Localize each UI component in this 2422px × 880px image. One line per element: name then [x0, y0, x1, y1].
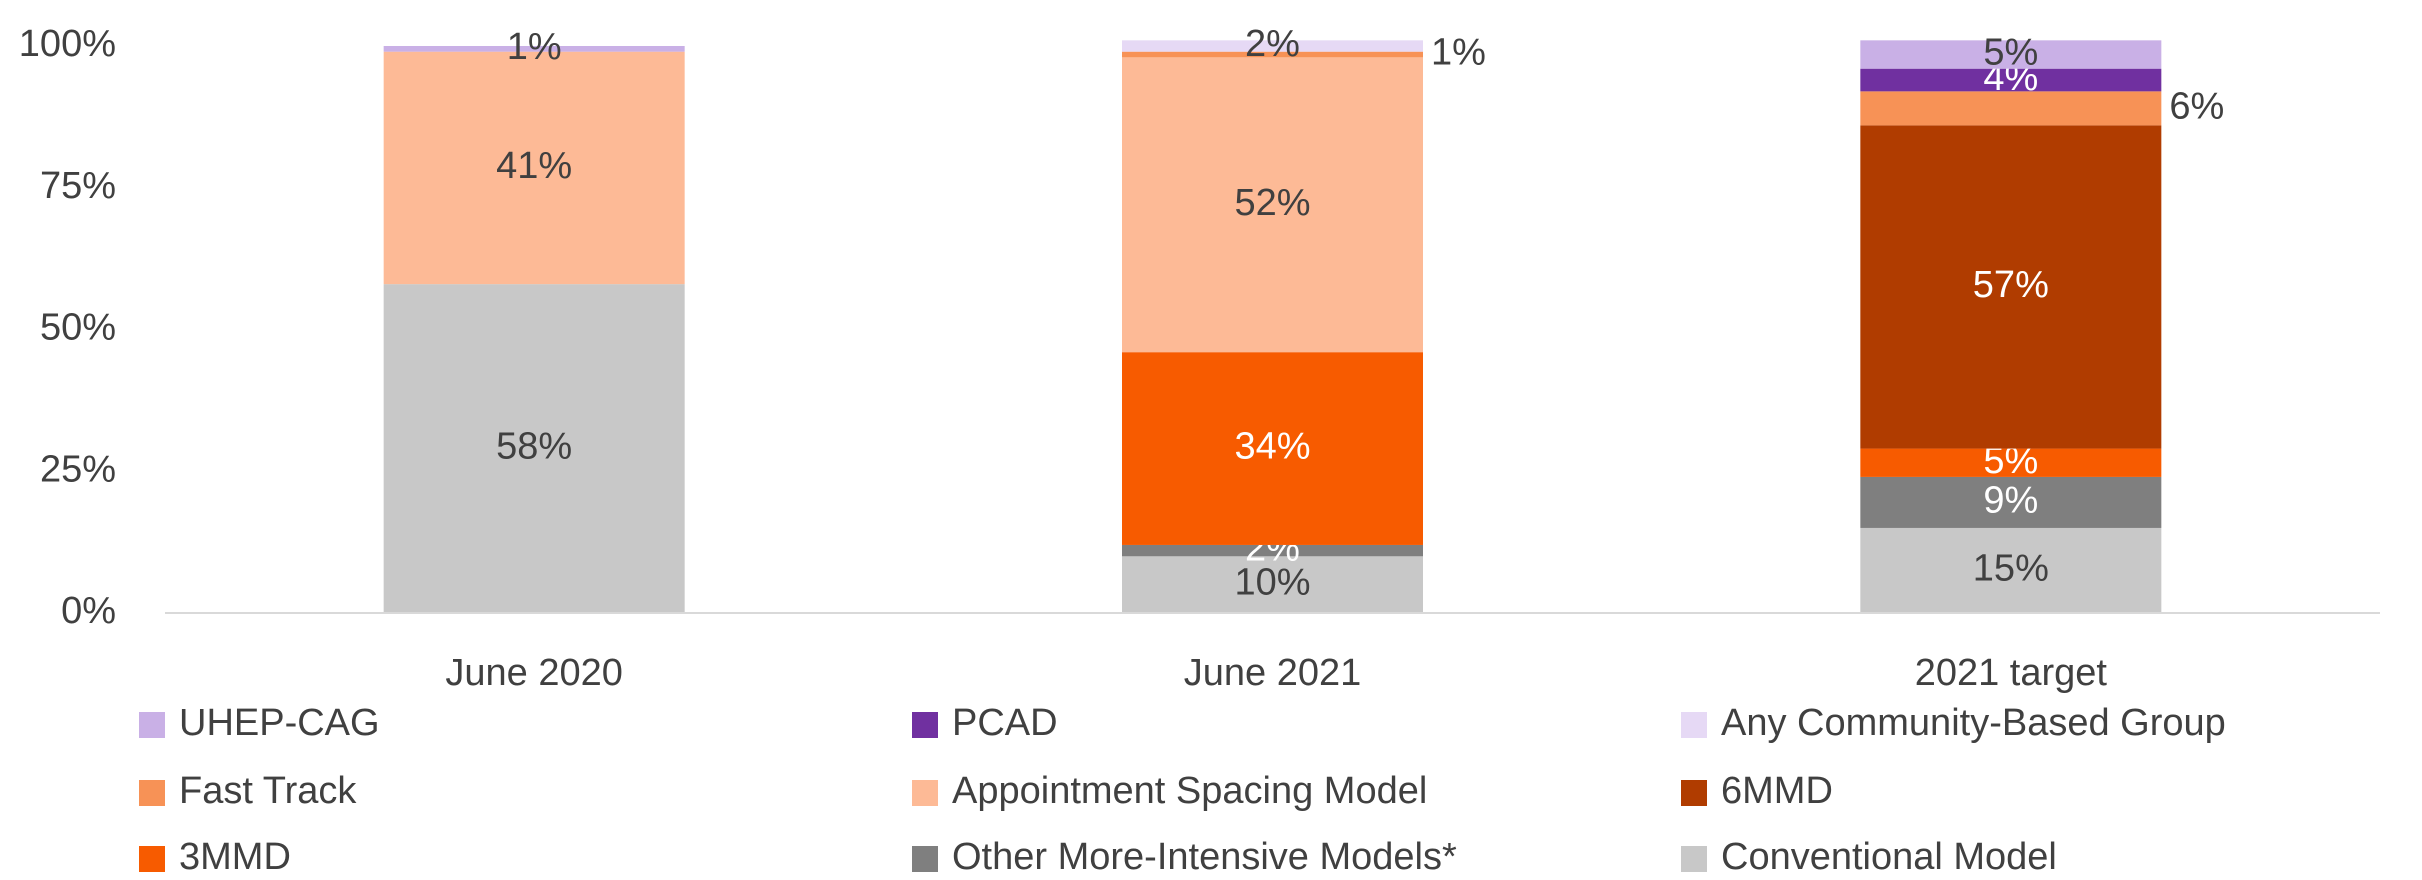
- data-label: 34%: [1234, 426, 1310, 468]
- bar-segment: [1860, 448, 2162, 477]
- legend-swatch: [139, 712, 165, 738]
- legend-swatch: [1681, 712, 1707, 738]
- data-label: 58%: [496, 426, 572, 468]
- bar-segment: [1860, 91, 2162, 126]
- y-tick-label: 50%: [40, 307, 116, 349]
- y-tick-label: 25%: [40, 448, 116, 490]
- data-label: 15%: [1973, 548, 2049, 590]
- bar-segment: [383, 46, 685, 52]
- data-label: 6%: [2169, 85, 2224, 127]
- bar-segment: [1860, 125, 2162, 449]
- data-label: 57%: [1973, 264, 2049, 306]
- legend-label: Conventional Model: [1721, 836, 2057, 878]
- legend-swatch: [912, 780, 938, 806]
- legend-label: Fast Track: [179, 770, 357, 812]
- x-tick-label: June 2020: [445, 652, 623, 694]
- bar-segment: [1860, 68, 2162, 92]
- bar-segment: [1860, 527, 2162, 613]
- data-label: 1%: [507, 26, 562, 68]
- data-label: 2%: [1245, 23, 1300, 65]
- legend-label: UHEP-CAG: [179, 702, 380, 744]
- legend-swatch: [912, 846, 938, 872]
- data-label: 52%: [1234, 182, 1310, 224]
- y-tick-label: 100%: [19, 23, 116, 65]
- bar-segment: [1860, 40, 2162, 69]
- legend-swatch: [912, 712, 938, 738]
- legend-label: 6MMD: [1721, 770, 1833, 812]
- data-label: 5%: [1983, 32, 2038, 74]
- legend-swatch: [139, 846, 165, 872]
- legend-label: PCAD: [952, 702, 1058, 744]
- data-label: 10%: [1234, 562, 1310, 604]
- bar-segment: [1122, 352, 1423, 545]
- legend-swatch: [139, 780, 165, 806]
- bar-segment: [383, 284, 685, 613]
- legend-swatch: [1681, 846, 1707, 872]
- bar-segment: [383, 51, 685, 285]
- bar-segment: [1860, 476, 2162, 528]
- data-label: 1%: [1431, 32, 1486, 74]
- data-label: 9%: [1983, 479, 2038, 521]
- legend-label: Appointment Spacing Model: [952, 770, 1427, 812]
- bar-segment: [1122, 544, 1423, 557]
- legend-label: Any Community-Based Group: [1721, 702, 2226, 744]
- y-tick-label: 0%: [61, 590, 116, 632]
- bar-segment: [1122, 556, 1423, 613]
- data-label: 41%: [496, 145, 572, 187]
- legend-label: 3MMD: [179, 836, 291, 878]
- y-tick-label: 75%: [40, 165, 116, 207]
- x-tick-label: 2021 target: [1915, 652, 2108, 694]
- bar-segment: [1122, 57, 1423, 353]
- bar-segment: [1122, 51, 1423, 58]
- legend-swatch: [1681, 780, 1707, 806]
- x-tick-label: June 2021: [1184, 652, 1362, 694]
- bar-segment: [1122, 40, 1423, 52]
- legend-label: Other More-Intensive Models*: [952, 836, 1457, 878]
